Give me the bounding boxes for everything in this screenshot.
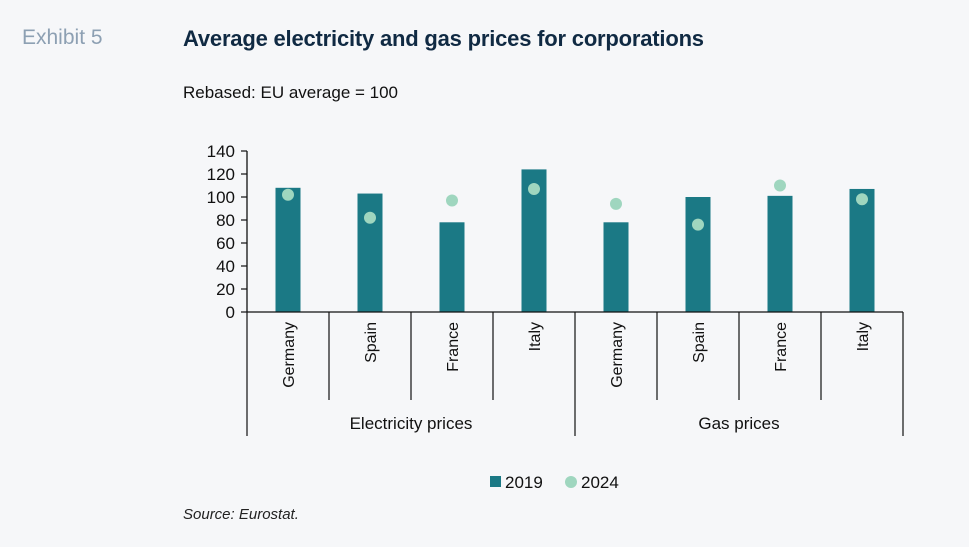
y-tick-label: 20: [216, 280, 235, 299]
bar-2019: [603, 222, 629, 312]
y-tick-label: 80: [216, 211, 235, 230]
legend-swatch-2024: [565, 476, 577, 488]
dot-2024: [856, 193, 868, 206]
x-category-label: Germany: [609, 322, 626, 388]
dot-2024: [446, 194, 458, 207]
y-tick-label: 40: [216, 257, 235, 276]
x-category-label: Italy: [855, 322, 872, 351]
y-tick-label: 120: [207, 165, 235, 184]
exhibit-label: Exhibit 5: [22, 26, 103, 49]
legend-swatch-2019: [490, 476, 501, 487]
x-group-label: Gas prices: [698, 414, 779, 433]
dot-2024: [364, 211, 376, 224]
x-category-label: France: [773, 322, 790, 372]
bar-2019: [275, 187, 301, 312]
bar-2019: [357, 193, 383, 312]
dot-2024: [282, 188, 294, 201]
chart-subtitle: Rebased: EU average = 100: [183, 83, 399, 102]
source-note: Source: Eurostat.: [183, 506, 299, 523]
x-category-label: Germany: [281, 322, 298, 388]
x-group-label: Electricity prices: [350, 414, 473, 433]
dot-2024: [610, 197, 622, 210]
bar-2019: [849, 188, 875, 312]
x-category-label: France: [445, 322, 462, 372]
legend-label-2024: 2024: [581, 473, 619, 492]
dot-2024: [528, 182, 540, 195]
x-category-label: Spain: [691, 322, 708, 363]
bar-2019: [439, 222, 465, 312]
bar-2019: [685, 197, 711, 312]
y-tick-label: 100: [207, 188, 235, 207]
x-category-label: Spain: [363, 322, 380, 363]
y-tick-label: 60: [216, 234, 235, 253]
y-tick-label: 140: [207, 142, 235, 161]
bar-2019: [767, 195, 793, 312]
x-category-label: Italy: [527, 322, 544, 351]
dot-2024: [692, 218, 704, 231]
chart-title: Average electricity and gas prices for c…: [183, 26, 704, 51]
dot-2024: [774, 179, 786, 192]
legend-label-2019: 2019: [505, 473, 543, 492]
y-tick-label: 0: [226, 303, 235, 322]
